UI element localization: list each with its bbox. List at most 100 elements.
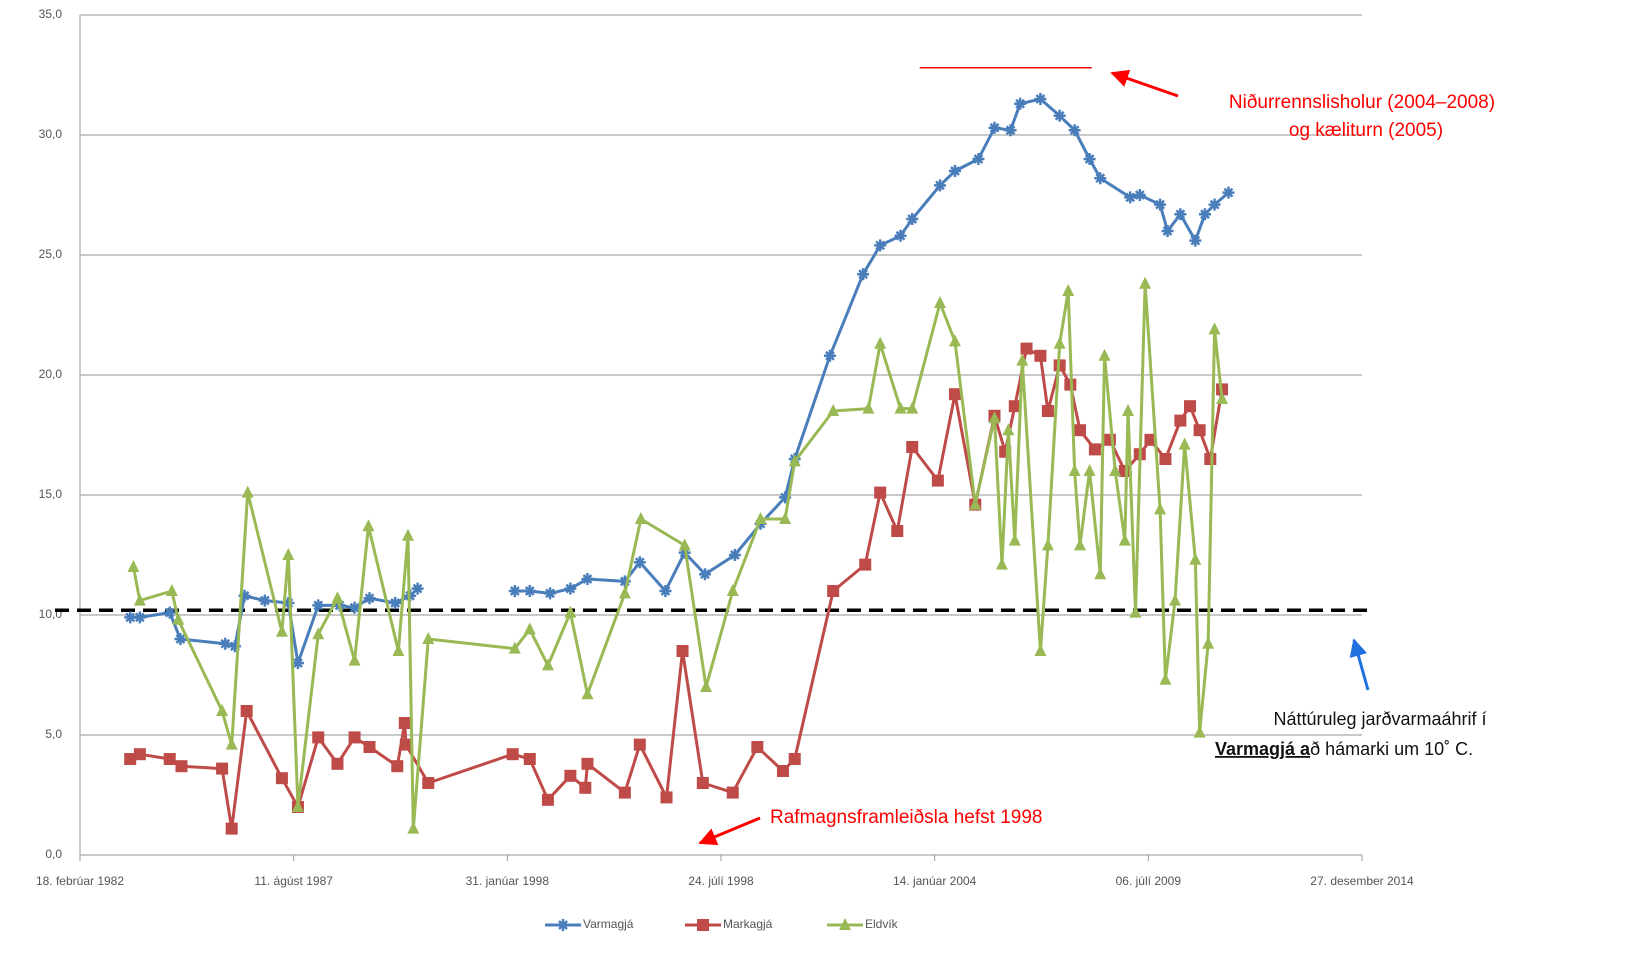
annotation-part: Varmagjá a (1215, 739, 1311, 759)
marker (1189, 234, 1202, 247)
marker (275, 624, 288, 637)
marker (754, 512, 767, 524)
annotation: og kæliturn (2005) (1289, 120, 1443, 141)
marker (541, 658, 554, 671)
marker (1020, 342, 1033, 355)
marker (931, 474, 944, 487)
y-tick-label: 20,0 (39, 367, 63, 381)
legend-label: Markagjá (723, 917, 773, 931)
marker (779, 512, 792, 524)
marker (238, 589, 251, 602)
marker (1161, 225, 1174, 237)
marker (1068, 124, 1081, 137)
marker (906, 401, 919, 414)
marker (1068, 464, 1081, 476)
marker (894, 229, 907, 242)
marker (1216, 392, 1229, 404)
marker (1053, 336, 1066, 349)
x-tick-label: 27. desember 2014 (1310, 874, 1414, 888)
marker (788, 753, 801, 765)
marker (225, 822, 238, 835)
marker (1139, 276, 1152, 289)
marker (857, 268, 870, 281)
marker (1174, 208, 1187, 221)
marker (219, 637, 232, 650)
marker (1189, 552, 1202, 565)
marker (1094, 567, 1107, 580)
marker (1016, 353, 1029, 366)
marker (348, 731, 361, 744)
marker (1034, 93, 1047, 105)
marker (391, 760, 404, 773)
marker (362, 519, 375, 532)
marker (1034, 349, 1047, 362)
marker (823, 349, 836, 362)
y-tick-label: 25,0 (39, 247, 63, 261)
marker (827, 404, 840, 416)
marker (363, 592, 376, 605)
marker (172, 612, 185, 625)
marker (1133, 189, 1146, 201)
y-tick-label: 35,0 (39, 7, 63, 21)
x-tick-label: 18. febrúar 1982 (36, 874, 124, 888)
marker (407, 821, 420, 834)
marker (659, 585, 672, 597)
marker (1208, 198, 1221, 211)
annotation: Varmagjá að hámarki um 10˚ C. (1215, 739, 1473, 759)
x-tick-label: 14. janúar 2004 (893, 874, 977, 888)
x-tick-label: 11. ágúst 1987 (254, 874, 333, 888)
marker (1094, 172, 1107, 185)
marker (579, 781, 592, 794)
marker (934, 296, 947, 308)
marker (948, 165, 961, 177)
marker (660, 791, 673, 804)
marker (700, 680, 713, 692)
marker (581, 757, 594, 770)
series-line (129, 347, 1224, 831)
marker (1208, 322, 1221, 335)
x-tick-label: 31. janúar 1998 (466, 874, 550, 888)
marker (1198, 208, 1211, 221)
arrow (1349, 638, 1370, 691)
marker (506, 748, 519, 761)
marker (788, 454, 801, 467)
x-tick-label: 24. júlí 1998 (688, 874, 754, 888)
marker (988, 121, 1001, 134)
marker (948, 388, 961, 401)
marker (1002, 423, 1015, 436)
marker (1008, 400, 1021, 413)
marker (1202, 636, 1215, 649)
marker (216, 762, 229, 775)
marker (411, 582, 424, 595)
marker (133, 611, 146, 624)
marker (859, 558, 872, 571)
annotation-part: ð hámarki um 10˚ C. (1310, 739, 1473, 759)
marker (1109, 464, 1122, 476)
marker (894, 401, 907, 414)
marker (728, 549, 741, 561)
marker (1034, 644, 1047, 656)
marker (874, 239, 887, 252)
x-tick-label: 06. júlí 2009 (1116, 874, 1182, 888)
marker (1083, 464, 1096, 476)
marker (1053, 109, 1066, 122)
annotation: Náttúruleg jarðvarmaáhrif í (1273, 709, 1486, 729)
y-tick-label: 5,0 (45, 727, 62, 741)
marker (1222, 186, 1235, 199)
marker (1178, 437, 1191, 450)
marker (874, 486, 887, 499)
marker (779, 491, 792, 504)
marker (174, 633, 187, 645)
marker (906, 213, 919, 225)
marker (698, 568, 711, 581)
series-line (131, 282, 1224, 831)
marker (541, 793, 554, 806)
marker (508, 585, 521, 597)
marker (726, 584, 739, 596)
marker (124, 611, 137, 624)
marker (969, 497, 982, 510)
marker (948, 334, 961, 347)
marker (216, 704, 229, 716)
marker (1122, 404, 1135, 416)
marker (312, 599, 325, 612)
